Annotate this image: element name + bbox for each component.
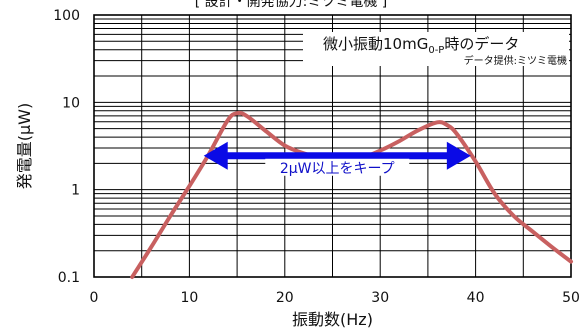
y-tick-label: 1 [71,183,80,199]
condition-subscript: 0-P [428,45,444,56]
x-tick-label: 10 [180,290,198,306]
chart-title: [ 設計・開発協力:ミツミ電機 ] [195,0,388,10]
annotation-background [303,32,569,66]
range-arrow-right-head [446,141,471,170]
condition-prefix: 微小振動10mG [323,35,428,53]
condition-label: 微小振動10mG0-P時のデータ [323,35,519,56]
range-arrow-left-head [203,141,228,170]
condition-annotation: 微小振動10mG0-P時のデータ データ提供:ミツミ電機 [303,32,569,67]
x-tick-label: 50 [562,290,580,306]
x-tick-label: 0 [90,290,99,306]
y-tick-label: 100 [53,8,80,24]
x-tick-label: 30 [371,290,389,306]
y-axis-title: 発電量(μW) [15,103,34,190]
range-callout: 2μW以上をキープ [203,141,471,177]
x-axis-title: 振動数(Hz) [292,310,373,329]
source-label: データ提供:ミツミ電機 [464,54,567,67]
plot-frame [93,14,572,278]
tick-labels: 0 10 20 30 40 50 0.1 1 10 100 [53,8,580,306]
condition-suffix: 時のデータ [444,35,519,53]
y-tick-label: 0.1 [58,270,80,286]
range-label: 2μW以上をキープ [280,161,395,177]
x-tick-label: 20 [276,290,294,306]
y-tick-label: 10 [62,95,80,111]
axes [93,14,572,278]
range-label-background [265,158,410,176]
x-tick-label: 40 [467,290,485,306]
